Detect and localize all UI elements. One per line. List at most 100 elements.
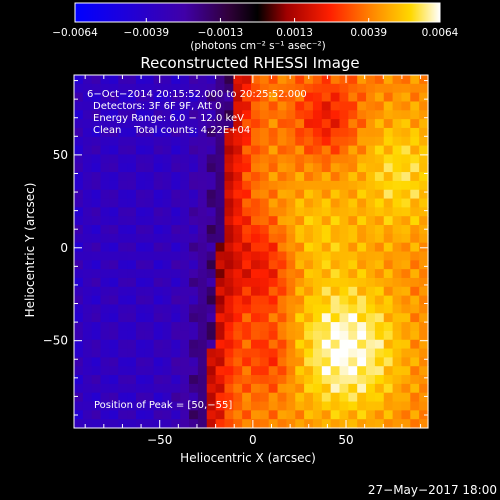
heatmap-cell <box>91 207 102 217</box>
heatmap-cell <box>233 127 243 138</box>
heatmap-cell <box>100 277 110 288</box>
heatmap-cell <box>118 75 128 85</box>
heatmap-cell <box>366 75 376 85</box>
heatmap-cell <box>197 304 208 314</box>
heatmap-cell <box>419 83 429 94</box>
heatmap-cell <box>206 357 217 367</box>
heatmap-cell <box>330 189 341 200</box>
heatmap-cell <box>206 136 217 147</box>
heatmap-cell <box>286 145 296 156</box>
heatmap-cell <box>206 101 217 111</box>
heatmap-cell <box>392 233 403 244</box>
heatmap-cell <box>233 401 243 411</box>
heatmap-cell <box>197 357 208 367</box>
heatmap-cell <box>330 136 341 147</box>
heatmap-cell <box>233 410 243 420</box>
heatmap-cell <box>366 216 376 226</box>
heatmap-cell <box>251 110 261 120</box>
heatmap-cell <box>109 207 119 217</box>
heatmap-cell <box>419 322 429 332</box>
heatmap-cell <box>153 242 164 253</box>
heatmap-cell <box>268 127 279 138</box>
heatmap-cell <box>401 180 411 191</box>
heatmap-cell <box>419 383 429 394</box>
heatmap-cell <box>339 216 349 226</box>
heatmap-cell <box>162 304 172 314</box>
heatmap-cell <box>339 207 349 217</box>
heatmap-cell <box>197 375 208 385</box>
heatmap-cell <box>401 401 411 411</box>
heatmap-cell <box>206 392 217 403</box>
heatmap-cell <box>268 110 279 120</box>
heatmap-cell <box>162 101 172 111</box>
heatmap-cell <box>153 295 164 306</box>
heatmap-cell <box>189 145 199 156</box>
heatmap-cell <box>91 304 102 314</box>
heatmap-cell <box>383 357 394 367</box>
heatmap-cell <box>109 348 119 358</box>
heatmap-cell <box>206 260 217 270</box>
heatmap-cell <box>215 295 226 306</box>
heatmap-cell <box>286 269 296 279</box>
heatmap-cell <box>330 330 341 341</box>
heatmap-cell <box>162 286 172 297</box>
heatmap-cell <box>180 189 190 200</box>
heatmap-cell <box>410 330 420 341</box>
heatmap-cell <box>215 101 226 111</box>
heatmap-cell <box>233 251 243 261</box>
heatmap-cell <box>401 410 411 420</box>
heatmap-cell <box>348 119 358 129</box>
heatmap-cell <box>339 233 349 244</box>
heatmap-cell <box>330 154 341 164</box>
heatmap-cell <box>251 366 261 376</box>
heatmap-cell <box>419 101 429 111</box>
x-axis-label: Heliocentric X (arcsec) <box>180 451 316 465</box>
heatmap-cell <box>392 92 403 103</box>
heatmap-cell <box>357 286 367 297</box>
heatmap-cell <box>233 136 243 147</box>
heatmap-cell <box>286 119 296 129</box>
heatmap-cell <box>224 110 234 120</box>
heatmap-cell <box>268 286 279 297</box>
heatmap-cell <box>392 180 403 191</box>
heatmap-cell <box>295 269 305 279</box>
heatmap-cell <box>144 119 155 129</box>
heatmap-cell <box>153 348 164 358</box>
heatmap-cell <box>118 357 128 367</box>
heatmap-cell <box>392 242 403 253</box>
colorbar-units: (photons cm⁻² s⁻¹ asec⁻²) <box>190 40 325 52</box>
heatmap-cell <box>135 322 146 332</box>
heatmap-cell <box>189 127 199 138</box>
heatmap-cell <box>277 339 287 350</box>
heatmap-cell <box>91 145 102 156</box>
heatmap-cell <box>321 330 332 341</box>
heatmap-cell <box>153 392 164 403</box>
heatmap-cell <box>233 110 243 120</box>
heatmap-cell <box>357 277 367 288</box>
heatmap-cell <box>215 401 226 411</box>
heatmap-cell <box>374 383 385 394</box>
heatmap-cell <box>277 189 287 200</box>
heatmap-cell <box>259 233 270 244</box>
heatmap-cell <box>321 304 332 314</box>
heatmap-cell <box>206 242 217 253</box>
heatmap-cell <box>153 136 164 147</box>
heatmap-cell <box>82 92 93 103</box>
heatmap-cell <box>286 207 296 217</box>
heatmap-cell <box>295 163 305 173</box>
heatmap-cell <box>233 145 243 156</box>
heatmap-cell <box>410 101 420 111</box>
heatmap-cell <box>259 383 270 394</box>
heatmap-cell <box>410 260 420 270</box>
heatmap-cell <box>348 304 358 314</box>
heatmap-cell <box>242 101 252 111</box>
heatmap-cell <box>206 216 217 226</box>
heatmap-cell <box>171 163 181 173</box>
heatmap-cell <box>127 269 137 279</box>
heatmap-cell <box>180 216 190 226</box>
heatmap-cell <box>189 101 199 111</box>
heatmap-cell <box>91 101 102 111</box>
heatmap-cell <box>348 375 358 385</box>
heatmap-cell <box>348 92 358 103</box>
heatmap-cell <box>171 207 181 217</box>
